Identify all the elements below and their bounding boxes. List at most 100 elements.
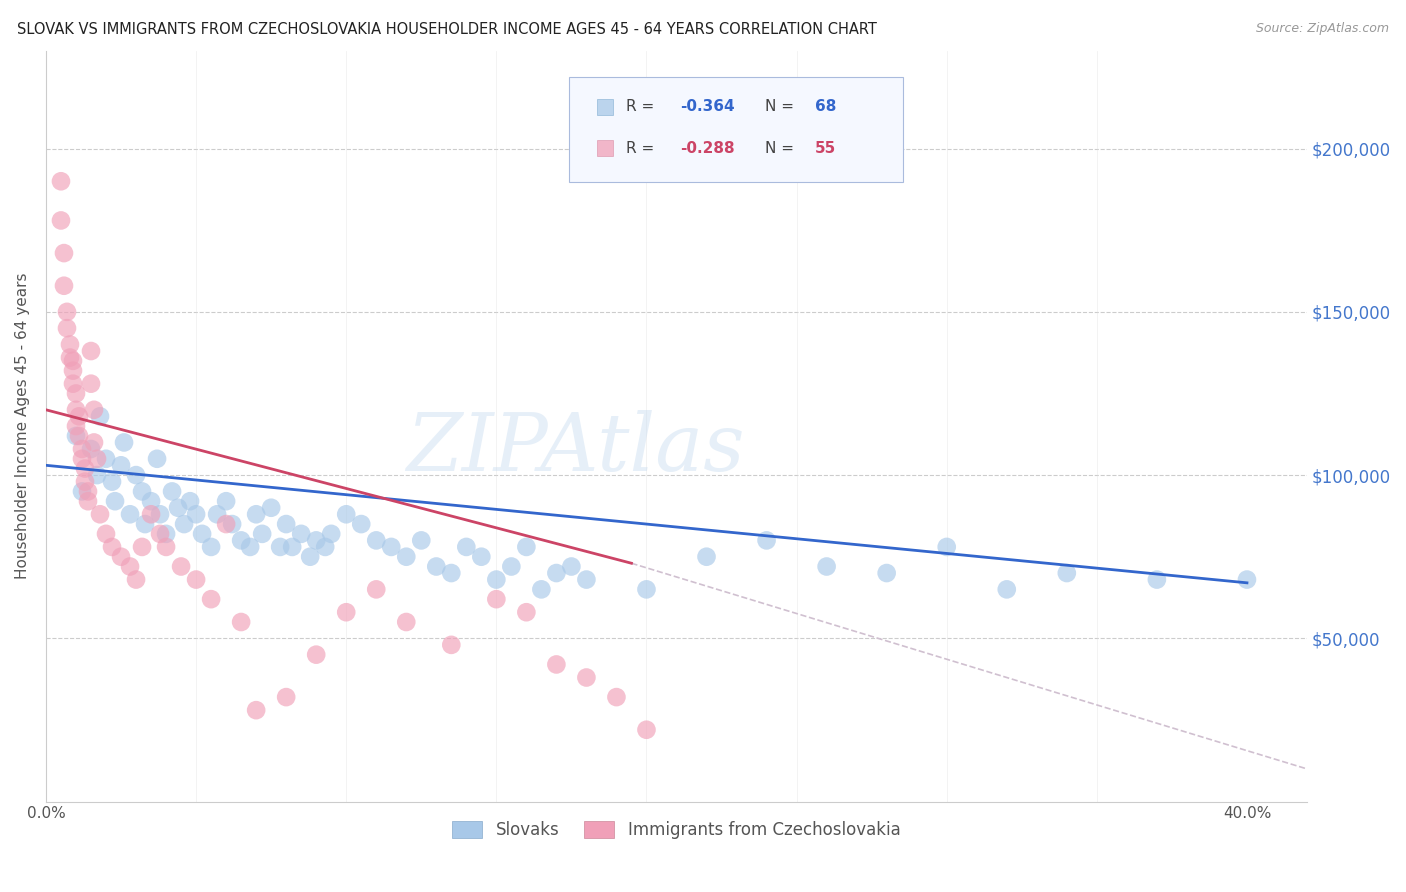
Text: -0.288: -0.288: [681, 141, 735, 156]
Point: [62, 354, 84, 368]
Point: [65, 429, 87, 443]
Point: [995, 582, 1018, 597]
Point: [696, 549, 718, 564]
Point: [149, 508, 172, 522]
Point: [139, 494, 162, 508]
Point: [80, 376, 103, 391]
Point: [350, 517, 373, 532]
Point: [134, 517, 156, 532]
Point: [86, 468, 108, 483]
Point: [290, 527, 312, 541]
Point: [575, 573, 598, 587]
Point: [269, 540, 291, 554]
Point: [67, 429, 90, 443]
Point: [80, 344, 103, 359]
Point: [530, 582, 553, 597]
Point: [221, 517, 243, 532]
Point: [73, 475, 96, 489]
Point: [411, 533, 433, 548]
Point: [239, 540, 262, 554]
Point: [636, 582, 658, 597]
Point: [560, 559, 582, 574]
Point: [605, 690, 627, 705]
Point: [815, 559, 838, 574]
Point: [485, 573, 508, 587]
Point: [935, 540, 957, 554]
Point: [118, 508, 141, 522]
Point: [395, 549, 418, 564]
Point: [250, 527, 273, 541]
Point: [56, 305, 79, 319]
Point: [335, 508, 357, 522]
Point: [215, 494, 238, 508]
Point: [80, 442, 103, 456]
Point: [139, 508, 162, 522]
Point: [112, 435, 135, 450]
Point: [173, 517, 195, 532]
Point: [485, 592, 508, 607]
Point: [160, 484, 183, 499]
Point: [94, 451, 117, 466]
Point: [53, 278, 76, 293]
Text: SLOVAK VS IMMIGRANTS FROM CZECHOSLOVAKIA HOUSEHOLDER INCOME AGES 45 - 64 YEARS C: SLOVAK VS IMMIGRANTS FROM CZECHOSLOVAKIA…: [17, 22, 877, 37]
Point: [155, 540, 177, 554]
Point: [470, 549, 492, 564]
Point: [276, 690, 298, 705]
Point: [1056, 566, 1078, 580]
Point: [515, 605, 537, 619]
Point: [314, 540, 336, 554]
Point: [1146, 573, 1168, 587]
Point: [191, 527, 214, 541]
Point: [636, 723, 658, 737]
Point: [65, 419, 87, 434]
Point: [200, 540, 222, 554]
Point: [425, 559, 447, 574]
Point: [110, 549, 132, 564]
Point: [131, 484, 153, 499]
Point: [380, 540, 402, 554]
Point: [62, 376, 84, 391]
Text: N =: N =: [765, 141, 799, 156]
Text: R =: R =: [626, 141, 659, 156]
Point: [146, 451, 169, 466]
Point: [184, 573, 207, 587]
Text: 68: 68: [815, 100, 837, 114]
Point: [876, 566, 898, 580]
Point: [83, 435, 105, 450]
Point: [321, 527, 343, 541]
Point: [1236, 573, 1258, 587]
Point: [125, 468, 148, 483]
FancyBboxPatch shape: [569, 77, 904, 182]
Point: [56, 321, 79, 335]
Point: [83, 402, 105, 417]
Point: [575, 671, 598, 685]
Point: [89, 508, 111, 522]
Point: [62, 364, 84, 378]
Point: [501, 559, 523, 574]
Legend: Slovaks, Immigrants from Czechoslovakia: Slovaks, Immigrants from Czechoslovakia: [446, 814, 907, 846]
Point: [118, 559, 141, 574]
Point: [305, 533, 328, 548]
Point: [440, 566, 463, 580]
Point: [366, 533, 388, 548]
Point: [170, 559, 193, 574]
Point: [200, 592, 222, 607]
Point: [456, 540, 478, 554]
Point: [86, 451, 108, 466]
Text: Source: ZipAtlas.com: Source: ZipAtlas.com: [1256, 22, 1389, 36]
Point: [205, 508, 228, 522]
Point: [94, 527, 117, 541]
Point: [67, 409, 90, 424]
Point: [49, 213, 72, 227]
Text: 55: 55: [815, 141, 837, 156]
Point: [70, 451, 93, 466]
Point: [65, 402, 87, 417]
Point: [184, 508, 207, 522]
Point: [77, 484, 100, 499]
Point: [155, 527, 177, 541]
Text: N =: N =: [765, 100, 799, 114]
Point: [276, 517, 298, 532]
Point: [305, 648, 328, 662]
Point: [110, 458, 132, 473]
Point: [281, 540, 304, 554]
